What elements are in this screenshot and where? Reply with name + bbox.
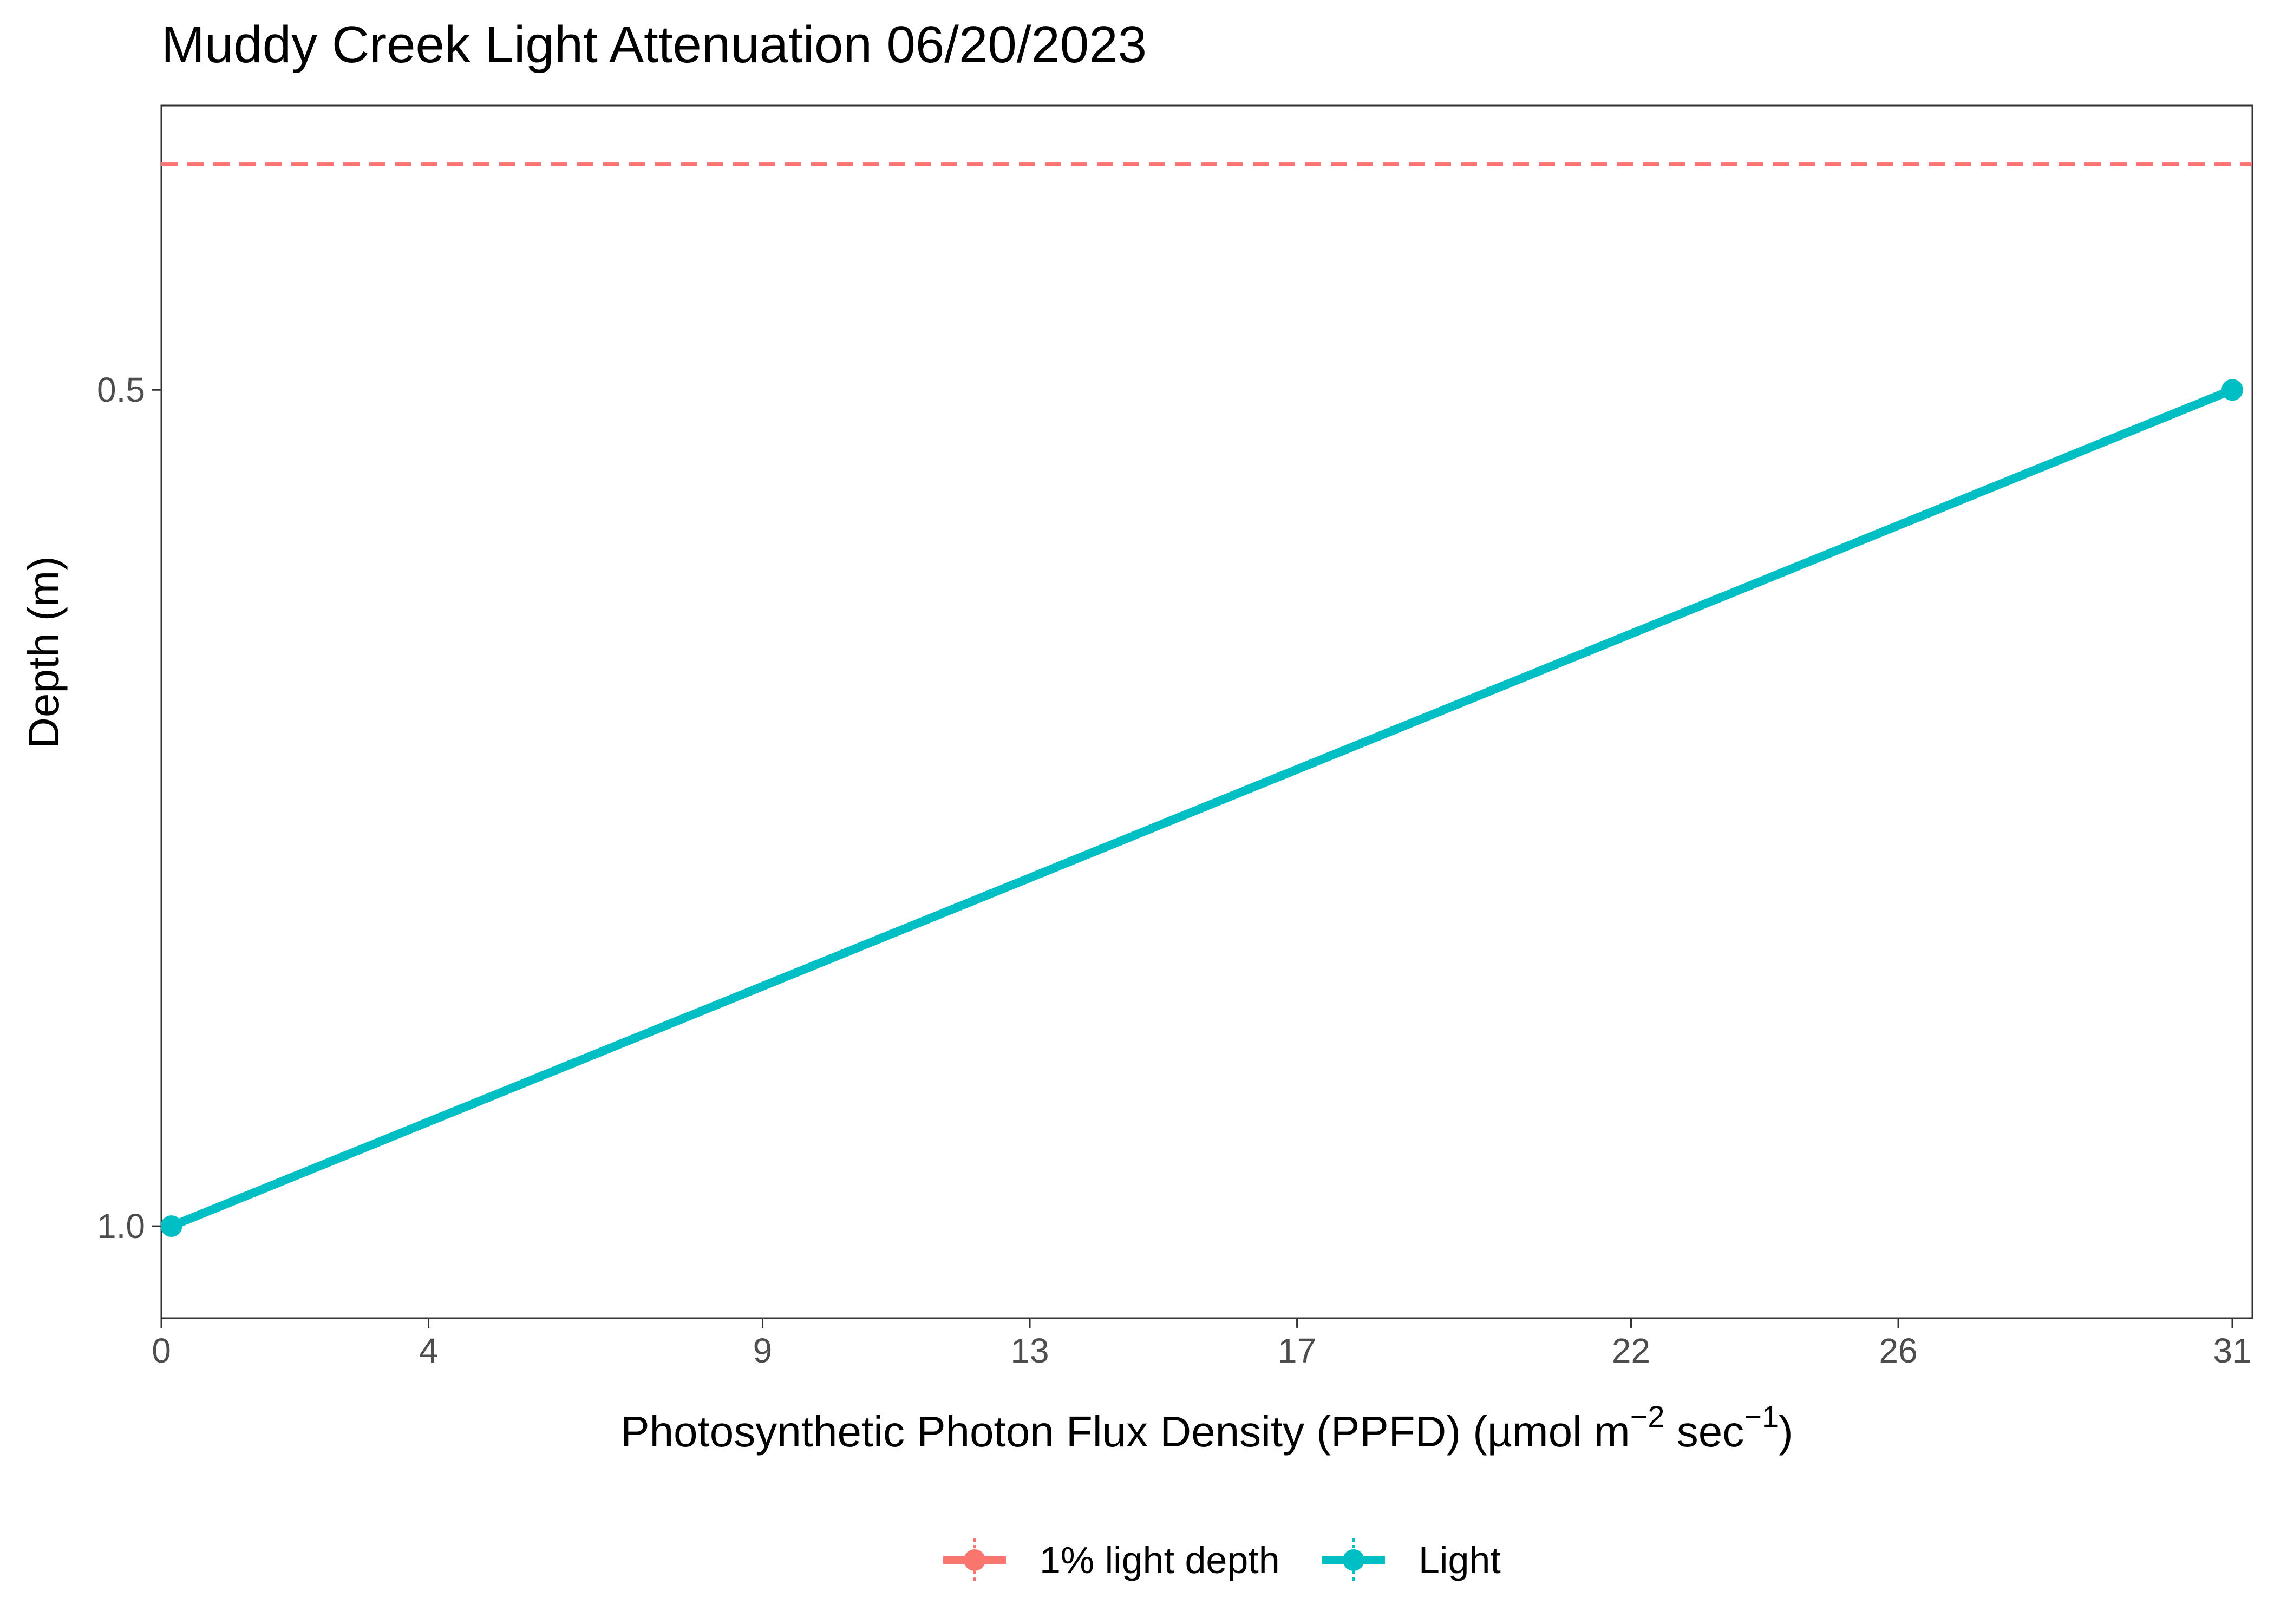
x-axis-title-end: ) — [1779, 1407, 1793, 1456]
legend-label: Light — [1419, 1539, 1501, 1581]
x-axis-title: Photosynthetic Photon Flux Density (PPFD… — [620, 1399, 1793, 1456]
y-axis-title: Depth (m) — [19, 556, 68, 749]
light-series-point — [2221, 379, 2243, 401]
y-tick-label: 0.5 — [97, 370, 145, 409]
x-axis-title-mid: sec — [1665, 1407, 1744, 1456]
x-tick-label: 0 — [152, 1331, 171, 1370]
x-tick-label: 13 — [1010, 1331, 1049, 1370]
x-axis-title-superscript-2: −1 — [1744, 1399, 1779, 1433]
light-series-line — [167, 385, 2237, 1231]
x-axis-title-superscript-1: −2 — [1630, 1399, 1665, 1433]
legend-key-point — [1343, 1549, 1364, 1571]
series-layer — [160, 379, 2243, 1237]
legend-key-point — [964, 1549, 985, 1571]
y-axis: 0.5 1.0 — [97, 370, 161, 1246]
x-axis-title-main: Photosynthetic Photon Flux Density (PPFD… — [620, 1407, 1630, 1456]
x-axis: 0 4 9 13 17 22 26 31 — [152, 1318, 2252, 1370]
x-tick-label: 31 — [2213, 1331, 2251, 1370]
chart-title: Muddy Creek Light Attenuation 06/20/2023 — [161, 16, 1147, 74]
y-tick-label: 1.0 — [97, 1207, 145, 1246]
x-tick-label: 26 — [1879, 1331, 1917, 1370]
plot-panel-border — [160, 104, 2253, 1319]
x-tick-label: 4 — [419, 1331, 439, 1370]
light-series-point — [160, 1215, 182, 1237]
x-tick-label: 17 — [1278, 1331, 1316, 1370]
x-tick-label: 22 — [1612, 1331, 1650, 1370]
plot-area — [160, 104, 2253, 1319]
legend: 1% light depth Light — [943, 1538, 1501, 1582]
legend-label: 1% light depth — [1040, 1539, 1280, 1581]
x-tick-label: 9 — [753, 1331, 773, 1370]
